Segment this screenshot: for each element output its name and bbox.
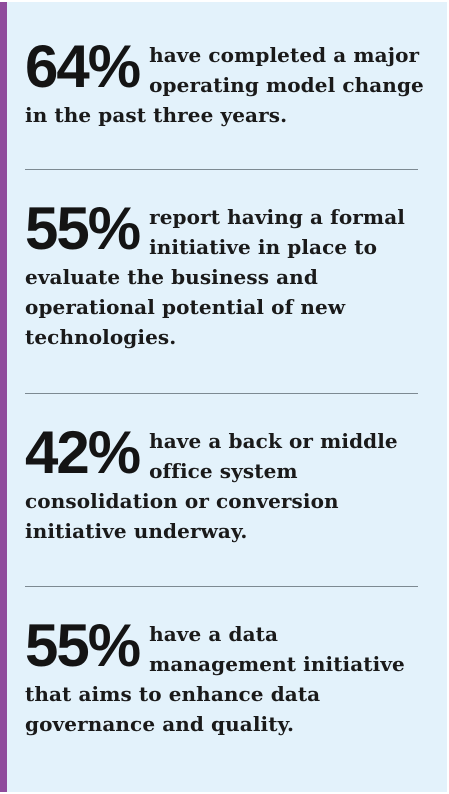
stat-block-2: 55% report having a formal initiative in… (25, 195, 430, 352)
stat-description: have a data management initiative that a… (25, 622, 405, 736)
stat-percentage: 55% (25, 612, 141, 679)
divider (25, 393, 418, 394)
stat-percentage: 55% (25, 195, 141, 262)
stat-block-1: 64% have completed a major operating mod… (25, 33, 430, 130)
stat-block-4: 55% have a data management initiative th… (25, 612, 430, 739)
stat-description: have completed a major operating model c… (25, 43, 424, 127)
divider (25, 169, 418, 170)
stat-description: report having a formal initiative in pla… (25, 205, 405, 349)
stat-description: have a back or middle office system cons… (25, 429, 398, 543)
stat-block-3: 42% have a back or middle office system … (25, 419, 430, 546)
divider (25, 586, 418, 587)
accent-bar (0, 2, 7, 792)
stat-percentage: 64% (25, 33, 141, 100)
stat-percentage: 42% (25, 419, 141, 486)
